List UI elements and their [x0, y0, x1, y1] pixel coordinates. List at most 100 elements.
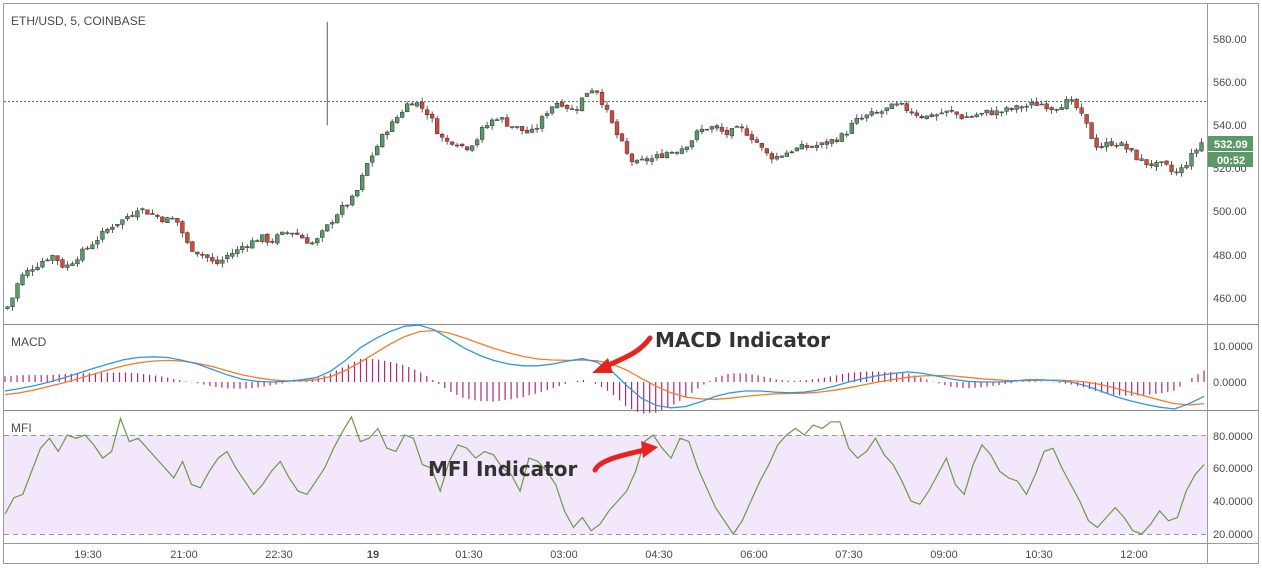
candle-up: [854, 118, 859, 124]
candle-down: [449, 141, 455, 145]
candle-up: [1139, 158, 1144, 161]
macd-annotation-arrowhead: [592, 358, 613, 373]
candle-down: [1089, 122, 1094, 139]
candle-down: [609, 110, 615, 123]
candle-up: [734, 126, 740, 128]
candle-up: [689, 140, 695, 148]
candle-up: [20, 274, 25, 286]
candle-up: [1024, 105, 1029, 108]
candle-down: [519, 126, 525, 131]
candle-up: [135, 210, 140, 218]
price-axis[interactable]: 580.00 560.00 540.00 520.00 500.00 480.0…: [1213, 34, 1247, 305]
mfi-overbought-oversold-band: [4, 435, 1207, 534]
candle-up: [1039, 103, 1044, 106]
candle-down: [55, 255, 60, 261]
candle-down: [270, 240, 275, 243]
candle-down: [1124, 143, 1129, 150]
candle-down: [1134, 149, 1139, 161]
candle-down: [619, 133, 625, 142]
candle-down: [714, 125, 720, 129]
candle-up: [894, 103, 899, 106]
candle-down: [1044, 103, 1049, 109]
candle-up: [679, 148, 685, 154]
candle-down: [210, 257, 215, 262]
candle-down: [300, 234, 305, 239]
candle-up: [849, 122, 854, 134]
candle-down: [185, 232, 190, 243]
candle-up: [879, 111, 884, 114]
time-tick: 07:30: [835, 549, 863, 561]
candle-down: [459, 143, 465, 147]
candle-down: [345, 204, 350, 207]
candle-up: [939, 112, 944, 115]
price-tick: 540.00: [1213, 120, 1247, 132]
candle-up: [699, 128, 705, 133]
candle-down: [145, 209, 150, 215]
candle-up: [554, 103, 560, 109]
candle-up: [285, 232, 290, 234]
candle-down: [1034, 101, 1039, 106]
candle-up: [649, 158, 655, 162]
candle-up: [844, 133, 849, 136]
candle-up: [105, 229, 110, 233]
candle-down: [150, 213, 155, 215]
candle-up: [474, 139, 480, 146]
candle-up: [10, 297, 15, 307]
candle-down: [434, 118, 440, 135]
candle-down: [464, 146, 470, 151]
candle-down: [759, 143, 765, 148]
candle-up: [75, 259, 80, 265]
candle-up: [95, 239, 100, 245]
candle-down: [295, 232, 300, 235]
candle-up: [694, 130, 700, 140]
candle-up: [534, 127, 540, 130]
candle-up: [1194, 149, 1199, 154]
candle-up: [70, 263, 75, 266]
candle-up: [30, 269, 35, 272]
candle-up: [230, 253, 235, 257]
candle-up: [539, 116, 545, 129]
candle-down: [1144, 159, 1149, 165]
candle-down: [929, 114, 934, 117]
candle-up: [125, 216, 130, 220]
candle-up: [484, 125, 490, 129]
candle-up: [514, 126, 520, 128]
candle-up: [944, 110, 949, 113]
candle-down: [265, 234, 270, 243]
candle-up: [1199, 142, 1204, 152]
time-tick: 06:00: [740, 549, 768, 561]
countdown-value: 00:52: [1217, 155, 1245, 167]
candle-down: [195, 251, 200, 255]
candle-up: [5, 306, 10, 309]
price-tick: 460.00: [1213, 293, 1247, 305]
candle-down: [954, 111, 959, 115]
candle-down: [724, 130, 730, 135]
candle-up: [489, 119, 495, 126]
candle-up: [320, 230, 325, 238]
price-tick: 580.00: [1213, 34, 1247, 46]
candle-down: [809, 146, 814, 148]
time-tick: 10:30: [1025, 549, 1053, 561]
candle-up: [380, 134, 385, 148]
candle-up: [574, 109, 580, 111]
candlestick-series: [5, 21, 1204, 311]
time-tick: 12:00: [1120, 549, 1148, 561]
candle-up: [275, 234, 280, 244]
candle-up: [674, 152, 680, 154]
time-tick: 21:00: [170, 549, 198, 561]
time-axis[interactable]: 19:30 21:00 22:30 19 01:30 03:00 04:30 0…: [74, 549, 1148, 561]
candle-up: [355, 190, 360, 197]
macd-tick: 10.0000: [1213, 341, 1253, 353]
candle-down: [60, 259, 65, 268]
last-price-value: 532.09: [1214, 139, 1248, 151]
candle-down: [205, 254, 210, 258]
candle-up: [669, 151, 675, 154]
candle-up: [499, 117, 505, 120]
candle-down: [429, 113, 435, 119]
candle-up: [1064, 98, 1069, 109]
candle-up: [165, 217, 170, 223]
candle-down: [1094, 137, 1099, 148]
candle-up: [120, 219, 125, 225]
candle-up: [654, 154, 660, 159]
